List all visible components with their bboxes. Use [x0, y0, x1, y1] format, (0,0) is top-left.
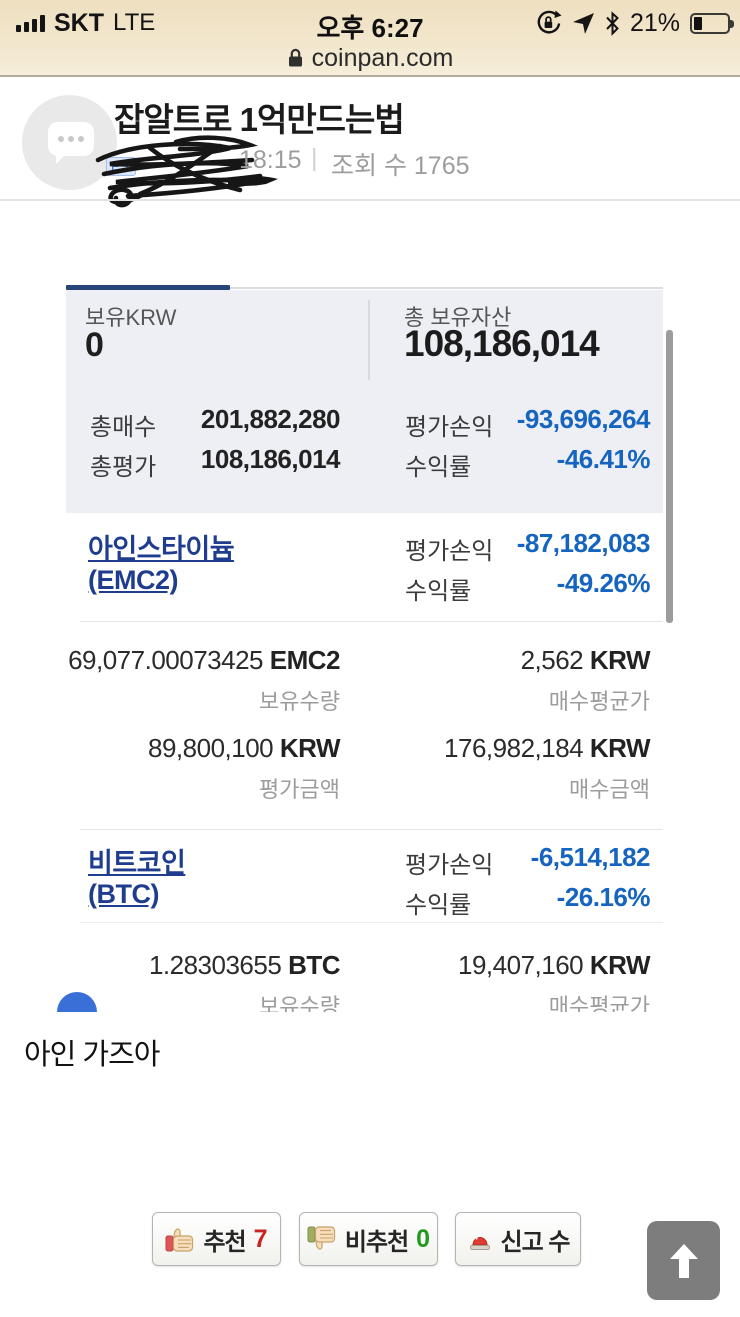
- total-eval-value: 108,186,014: [200, 444, 341, 474]
- battery-percent-label: 21%: [629, 8, 680, 37]
- coin-ticker-btc: (BTC): [88, 879, 159, 909]
- total-buy-value: 201,882,280: [200, 404, 341, 434]
- downvote-count: 0: [416, 1224, 431, 1253]
- btc-yield-label: 수익률: [405, 892, 472, 919]
- emc2-yield-value: -49.26%: [556, 568, 651, 598]
- section-divider: [80, 829, 663, 830]
- btc-avg-price: 19,407,160 KRW: [458, 950, 651, 980]
- emc2-eval-amount-label: 평가금액: [259, 777, 340, 802]
- emc2-eval-amount: 89,800,100 KRW: [148, 733, 341, 763]
- emc2-quantity: 69,077.00073425 EMC2: [68, 645, 340, 675]
- emc2-pnl-value: -87,182,083: [516, 528, 651, 558]
- coin-ticker-emc2: (EMC2): [88, 565, 179, 595]
- summary-yield-value: -46.41%: [556, 444, 651, 474]
- downvote-label: 비추천: [344, 1228, 409, 1256]
- battery-icon: [690, 12, 734, 34]
- upvote-button[interactable]: 추천 7: [152, 1212, 281, 1266]
- summary-pnl-label: 평가손익: [405, 414, 494, 441]
- url-label: coinpan.com: [311, 43, 454, 72]
- emc2-divider: [80, 621, 663, 622]
- report-button[interactable]: 신고 수: [455, 1212, 581, 1266]
- emc2-buy-amount-label: 매수금액: [569, 777, 650, 802]
- btc-divider: [80, 922, 663, 923]
- post-title: 잡알트로 1억만드는법: [114, 101, 405, 138]
- signal-strength-icon: [16, 14, 45, 32]
- total-assets-value: 108,186,014: [404, 323, 600, 364]
- post-time: 18:15: [239, 146, 302, 174]
- siren-icon: [469, 1234, 490, 1250]
- tab-track: [230, 287, 663, 289]
- btc-avg-price-label: 매수평균가: [548, 994, 650, 1012]
- emc2-pnl-label: 평가손익: [405, 538, 494, 565]
- cropped-blue-fab: [57, 992, 97, 1012]
- coin-name-btc: 비트코인: [88, 848, 186, 878]
- emc2-yield-label: 수익률: [405, 578, 472, 605]
- emc2-avg-price-label: 매수평균가: [548, 689, 650, 714]
- bluetooth-icon: [606, 10, 619, 36]
- cropped-label-row: 보유수량 매수평균가: [0, 989, 740, 1012]
- network-type-label: LTE: [113, 9, 156, 36]
- thumbs-down-icon: [307, 1226, 336, 1250]
- speech-bubble-icon: [48, 122, 94, 164]
- emc2-quantity-label: 보유수량: [259, 689, 340, 714]
- total-eval-label: 총평가: [90, 454, 157, 481]
- coin-name-emc2: 아인스타이늄: [88, 534, 235, 564]
- total-buy-label: 총매수: [90, 414, 157, 441]
- summary-pnl-value: -93,696,264: [516, 404, 651, 434]
- report-label: 신고 수: [500, 1228, 571, 1256]
- header-divider: [0, 199, 740, 201]
- summary-vertical-divider: [368, 300, 370, 380]
- meta-separator: |: [311, 144, 318, 172]
- btc-quantity-label: 보유수량: [259, 994, 340, 1012]
- summary-yield-label: 수익률: [405, 454, 472, 481]
- username-scribble: [95, 135, 278, 208]
- status-bar-left: SKT LTE: [16, 6, 155, 40]
- status-bar-right: 21%: [535, 6, 734, 40]
- status-bar-top-row: SKT LTE 오후 6:27 21%: [0, 6, 740, 43]
- avatar[interactable]: [22, 95, 117, 190]
- status-bar: SKT LTE 오후 6:27 21%: [0, 0, 740, 77]
- btc-pnl-label: 평가손익: [405, 852, 494, 879]
- btc-pnl-value: -6,514,182: [530, 842, 651, 872]
- upvote-label: 추천: [203, 1228, 246, 1256]
- portfolio-summary-card: [66, 290, 663, 513]
- address-bar[interactable]: coinpan.com: [0, 42, 740, 74]
- location-services-icon: [572, 12, 594, 34]
- btc-quantity: 1.28303655 BTC: [148, 950, 341, 980]
- holdings-krw-value: 0: [85, 326, 104, 364]
- btc-yield-value: -26.16%: [556, 882, 651, 912]
- arrow-up-icon: [669, 1243, 698, 1278]
- downvote-button[interactable]: 비추천 0: [299, 1212, 438, 1266]
- scroll-to-top-button[interactable]: [647, 1221, 720, 1300]
- view-count: 조회 수 1765: [331, 152, 470, 180]
- emc2-avg-price: 2,562 KRW: [520, 645, 651, 675]
- thumbs-up-icon: [165, 1228, 194, 1252]
- clock-label: 오후 6:27: [316, 13, 424, 43]
- holdings-krw-label: 보유KRW: [85, 305, 177, 330]
- post-body-text: 아인 가즈아: [24, 1039, 160, 1071]
- emc2-buy-amount: 176,982,184 KRW: [444, 733, 650, 763]
- screenshot-scrollbar: [666, 330, 673, 623]
- total-assets-label: 총 보유자산: [404, 305, 512, 330]
- upvote-count: 7: [253, 1224, 268, 1253]
- https-lock-icon: [288, 48, 302, 67]
- rotation-lock-icon: [537, 10, 562, 33]
- carrier-label: SKT: [54, 8, 104, 37]
- tab-indicator: [66, 285, 230, 290]
